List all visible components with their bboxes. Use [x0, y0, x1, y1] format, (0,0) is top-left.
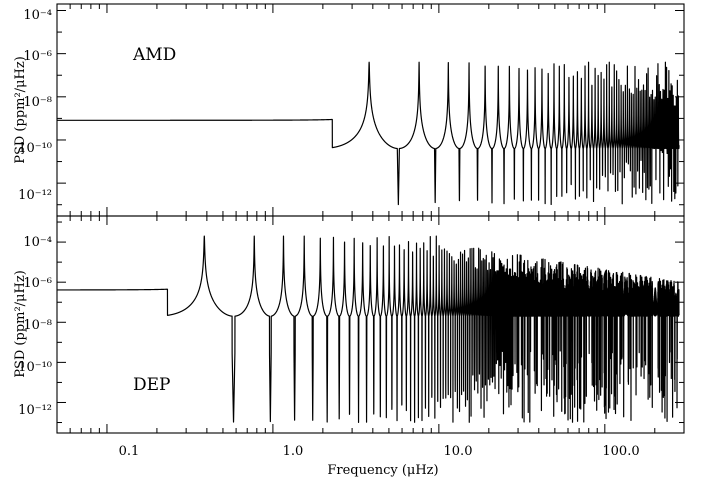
top-y-axis-label: PSD (ppm²/μHz)	[13, 56, 28, 164]
bottom-y-tick-label-1e-12: 10⁻¹²	[18, 403, 52, 418]
top-panel-frame	[56, 3, 685, 217]
x-tick-label-3: 100.0	[602, 444, 639, 459]
top-y-tick-label-1e-10: 10⁻¹⁰	[18, 141, 52, 156]
top-panel: AMD PSD (ppm²/μHz)	[13, 3, 685, 217]
bottom-y-axis-label: PSD (ppm²/μHz)	[13, 270, 28, 378]
bottom-y-tick-label-1e-6: 10⁻⁶	[23, 276, 52, 291]
dep-psd-curve	[56, 235, 680, 424]
dep-panel-label: DEP	[133, 375, 170, 395]
amd-psd-curve	[56, 61, 680, 206]
x-axis-label: Frequency (μHz)	[327, 463, 438, 478]
x-tick-label-0: 0.1	[119, 444, 140, 459]
bottom-panel-frame	[56, 215, 685, 434]
x-tick-label-1: 1.0	[283, 444, 304, 459]
amd-panel-label: AMD	[132, 45, 176, 65]
top-y-tick-label-1e-8: 10⁻⁸	[23, 95, 52, 110]
x-tick-label-2: 10.0	[444, 444, 473, 459]
bottom-y-tick-label-1e-10: 10⁻¹⁰	[18, 360, 52, 375]
bottom-y-tick-label-1e-8: 10⁻⁸	[23, 318, 52, 333]
bottom-y-tick-label-1e-4: 10⁻⁴	[23, 235, 52, 250]
top-y-tick-label-1e-12: 10⁻¹²	[18, 188, 52, 203]
top-y-tick-label-1e-6: 10⁻⁶	[23, 49, 52, 64]
top-y-tick-label-1e-4: 10⁻⁴	[23, 8, 52, 23]
bottom-axis-ticks	[56, 216, 685, 433]
bottom-panel: DEP PSD (ppm²/μHz)	[13, 215, 685, 434]
top-axis-ticks	[56, 4, 685, 216]
